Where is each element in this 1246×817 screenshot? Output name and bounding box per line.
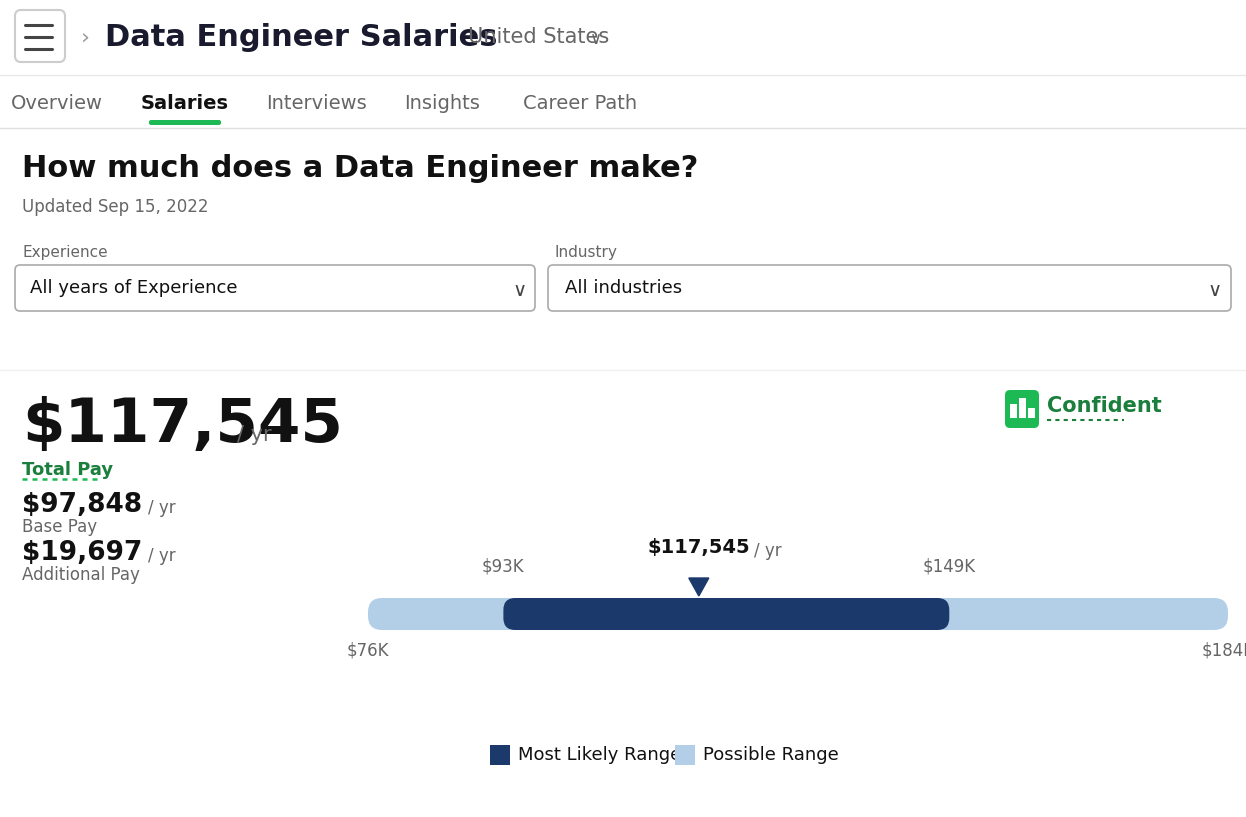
FancyBboxPatch shape (548, 265, 1231, 311)
FancyBboxPatch shape (1006, 390, 1039, 428)
Text: Career Path: Career Path (523, 93, 637, 113)
Polygon shape (689, 578, 709, 596)
Text: $76K: $76K (346, 642, 389, 660)
Text: Possible Range: Possible Range (703, 746, 839, 764)
Text: Insights: Insights (404, 93, 480, 113)
FancyBboxPatch shape (15, 10, 65, 62)
Text: Additional Pay: Additional Pay (22, 566, 140, 584)
FancyBboxPatch shape (150, 120, 221, 125)
Text: / yr: / yr (148, 499, 176, 517)
Text: $19,697: $19,697 (22, 540, 142, 566)
Text: Overview: Overview (11, 93, 103, 113)
Text: United States: United States (468, 27, 609, 47)
Text: Interviews: Interviews (265, 93, 366, 113)
Text: / yr: / yr (237, 425, 272, 445)
Text: $117,545: $117,545 (22, 395, 343, 454)
Text: Industry: Industry (554, 244, 618, 260)
Bar (1019, 398, 1025, 418)
Bar (1028, 408, 1035, 418)
Text: Most Likely Range: Most Likely Range (518, 746, 682, 764)
FancyBboxPatch shape (503, 598, 949, 630)
Bar (490, 745, 510, 765)
Text: $93K: $93K (482, 558, 525, 576)
Text: $184K: $184K (1201, 642, 1246, 660)
Text: $149K: $149K (923, 558, 976, 576)
FancyBboxPatch shape (15, 265, 535, 311)
Text: How much does a Data Engineer make?: How much does a Data Engineer make? (22, 154, 698, 182)
Text: / yr: / yr (148, 547, 176, 565)
Text: All industries: All industries (564, 279, 682, 297)
Text: ∨: ∨ (513, 280, 527, 300)
Text: Updated Sep 15, 2022: Updated Sep 15, 2022 (22, 198, 208, 216)
Text: Base Pay: Base Pay (22, 518, 97, 536)
Text: Experience: Experience (22, 244, 107, 260)
Text: $97,848: $97,848 (22, 492, 142, 518)
Text: Data Engineer Salaries: Data Engineer Salaries (105, 23, 497, 51)
Text: Total Pay: Total Pay (22, 461, 113, 479)
Text: ›: › (81, 27, 90, 47)
Text: Salaries: Salaries (141, 93, 229, 113)
Text: ∨: ∨ (1207, 280, 1222, 300)
FancyBboxPatch shape (368, 598, 1229, 630)
Text: / yr: / yr (754, 542, 781, 560)
Text: $117,545: $117,545 (648, 538, 750, 557)
Text: ∨: ∨ (591, 30, 602, 48)
Bar (675, 745, 695, 765)
Text: Confident: Confident (1047, 396, 1161, 416)
Text: All years of Experience: All years of Experience (30, 279, 238, 297)
Bar (1011, 404, 1017, 418)
